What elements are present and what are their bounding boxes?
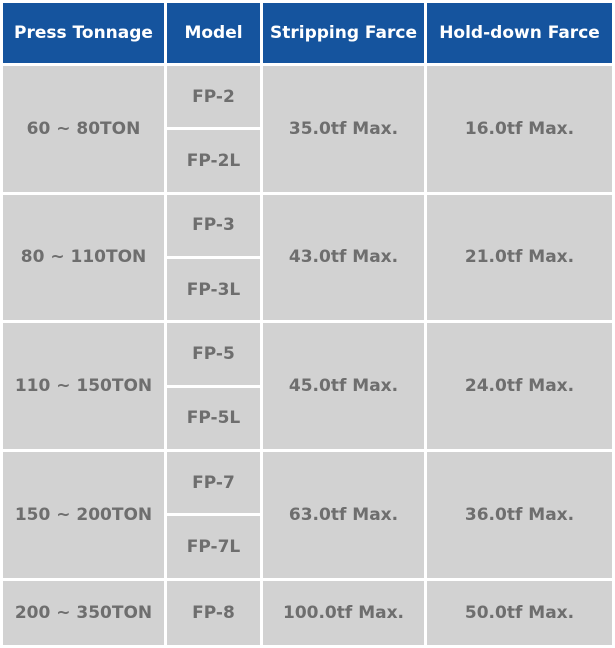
holddown-force-cell: 21.0tf Max. (427, 194, 612, 321)
press-tonnage-cell: 200 ~ 350TON (3, 580, 164, 645)
table-row: FP-3L (3, 258, 612, 321)
table-row: 60 ~ 80TON FP-2 35.0tf Max. 16.0tf Max. (3, 66, 612, 192)
table-row: FP-5L (3, 387, 612, 449)
stripping-force-cell: 100.0tf Max. (263, 580, 424, 645)
column-header-stripping-force: Stripping Farce (263, 3, 424, 63)
model-cell: FP-3 (167, 194, 260, 256)
press-tonnage-cell: 60 ~ 80TON (3, 66, 164, 192)
model-cell: FP-3L (167, 258, 260, 321)
table-row: 200 ~ 350TON FP-8 100.0tf Max. 50.0tf Ma… (3, 580, 612, 645)
press-tonnage-cell: 110 ~ 150TON (3, 323, 164, 449)
model-cell: FP-5L (167, 387, 260, 449)
table-row: FP-2L (3, 130, 612, 192)
model-cell: FP-7L (167, 516, 260, 578)
holddown-force-cell: 16.0tf Max. (427, 66, 612, 192)
press-tonnage-cell: 150 ~ 200TON (3, 451, 164, 578)
model-cell: FP-8 (167, 580, 260, 645)
column-header-model: Model (167, 3, 260, 63)
stripping-force-cell: 35.0tf Max. (263, 66, 424, 192)
table-row: 150 ~ 200TON FP-7 63.0tf Max. 36.0tf Max… (3, 451, 612, 578)
stripping-force-cell: 43.0tf Max. (263, 194, 424, 321)
holddown-force-cell: 50.0tf Max. (427, 580, 612, 645)
table-row: 110 ~ 150TON FP-5 45.0tf Max. 24.0tf Max… (3, 323, 612, 449)
model-cell: FP-2L (167, 130, 260, 192)
column-header-press-tonnage: Press Tonnage (3, 3, 164, 63)
model-cell: FP-2 (167, 66, 260, 128)
holddown-force-cell: 24.0tf Max. (427, 323, 612, 449)
model-cell: FP-7 (167, 451, 260, 514)
column-header-holddown-force: Hold-down Farce (427, 3, 612, 63)
stripping-force-cell: 63.0tf Max. (263, 451, 424, 578)
header-row: Press Tonnage Model Stripping Farce Hold… (3, 3, 612, 63)
table-row: FP-7L (3, 516, 612, 578)
holddown-force-cell: 36.0tf Max. (427, 451, 612, 578)
model-cell: FP-5 (167, 323, 260, 385)
stripping-force-cell: 45.0tf Max. (263, 323, 424, 449)
table-row: 80 ~ 110TON FP-3 43.0tf Max. 21.0tf Max. (3, 194, 612, 321)
press-tonnage-cell: 80 ~ 110TON (3, 194, 164, 321)
